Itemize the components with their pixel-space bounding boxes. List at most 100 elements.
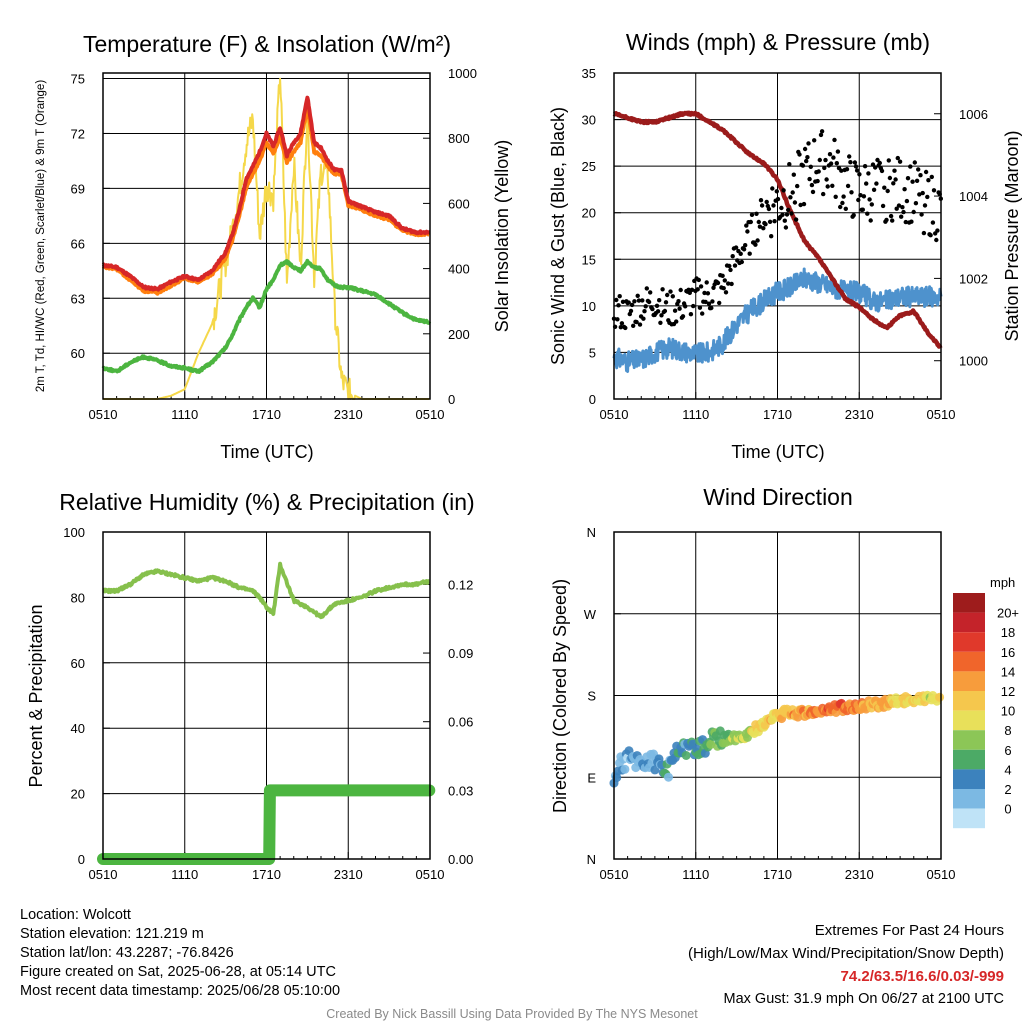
station-latlon: Station lat/lon: 43.2287; -76.8426: [20, 945, 234, 961]
colorbar-label: 20+: [997, 606, 1019, 621]
gust-point: [657, 298, 662, 303]
gust-point: [705, 291, 711, 296]
x-tick-label: 1110: [171, 407, 198, 422]
humidity-plot: 0510 1110 1710 2310 0510 0 20 40 60 80 100 0.00 0.03…: [63, 525, 473, 882]
colorbar-swatch: [953, 671, 985, 691]
gust-point: [706, 301, 712, 306]
gust-point: [650, 306, 655, 312]
gust-point: [832, 137, 837, 143]
gust-point: [845, 183, 851, 189]
gust-point: [702, 290, 707, 296]
gust-point: [880, 203, 886, 209]
gust-point: [636, 298, 642, 303]
gust-point: [648, 290, 653, 295]
y2-tick-label: 1004: [959, 189, 988, 204]
gust-point: [791, 172, 796, 177]
gust-point: [790, 190, 795, 195]
gust-point: [709, 305, 714, 311]
gust-point: [882, 185, 887, 190]
humidity-panel: Relative Humidity (%) & Precipitation (i…: [26, 489, 475, 882]
gust-point: [902, 187, 907, 192]
gust-point: [670, 294, 675, 299]
dewpoint-line: [101, 258, 432, 374]
y2-tick-label: 0.12: [448, 577, 473, 592]
gust-point: [900, 205, 905, 210]
gust-point: [769, 234, 774, 239]
colorbar-label: 12: [1001, 684, 1015, 699]
gust-point: [917, 192, 922, 197]
gust-point: [893, 177, 898, 182]
gust-point: [680, 314, 686, 319]
gust-point: [869, 202, 874, 207]
gust-point: [615, 317, 620, 322]
gust-point: [689, 287, 695, 292]
gust-point: [905, 176, 911, 181]
gust-point: [810, 189, 816, 195]
max-gust: Max Gust: 31.9 mph On 06/27 at 2100 UTC: [723, 991, 1004, 1007]
gust-point: [696, 277, 701, 283]
x-tick-label: 0510: [600, 867, 629, 882]
x-tick-label: 1110: [682, 407, 709, 422]
gust-point: [853, 164, 859, 169]
gust-point: [634, 319, 639, 325]
gust-point: [911, 209, 916, 215]
gust-point: [923, 169, 929, 175]
gust-point: [930, 220, 936, 225]
gust-point: [851, 213, 856, 218]
gust-point: [619, 321, 625, 326]
gust-point: [816, 169, 821, 174]
gust-point: [688, 312, 694, 317]
gust-point: [858, 193, 863, 198]
gust-point: [720, 273, 725, 278]
y-tick-label: N: [587, 525, 596, 540]
gust-point: [931, 188, 937, 193]
gust-point: [767, 219, 773, 224]
gust-point: [838, 204, 843, 210]
gust-point: [910, 179, 915, 184]
gust-point: [631, 323, 636, 328]
y-tick-label: S: [587, 689, 596, 704]
gust-point: [895, 155, 900, 161]
y-tick-label: 72: [71, 126, 85, 141]
y-tick-label: E: [587, 770, 596, 785]
gust-point: [856, 197, 861, 203]
pressure-line: [612, 110, 943, 349]
x-tick-label: 0510: [600, 407, 629, 422]
plot-frame: [102, 531, 431, 860]
gust-point: [710, 299, 715, 304]
station-location: Location: Wolcott: [20, 907, 131, 923]
gust-point: [754, 211, 759, 216]
y-tick-label: 15: [582, 252, 596, 267]
speed-colorbar: 20+ 18 16 14 12 10 8 6 4 2 0: [953, 593, 1019, 829]
gust-point: [807, 176, 812, 182]
colorbar-swatch: [953, 612, 985, 633]
x-tick-label: 0510: [927, 407, 956, 422]
x-tick-label: 0510: [416, 407, 445, 422]
x-tick-label: 2310: [845, 867, 874, 882]
gust-point: [868, 218, 873, 223]
gust-point: [629, 302, 635, 308]
gust-point: [672, 308, 678, 313]
gust-point: [857, 172, 862, 177]
x-tick-label: 0510: [89, 407, 118, 422]
colorbar-label: 6: [1004, 743, 1011, 758]
gust-point: [867, 197, 872, 202]
y-tick-label: 20: [71, 787, 85, 802]
gust-point: [620, 299, 626, 304]
gust-point: [918, 173, 923, 178]
colorbar-label: 14: [1001, 664, 1015, 679]
y2-tick-label: 1002: [959, 271, 988, 286]
gust-point: [793, 217, 799, 222]
extremes-legend: (High/Low/Max Wind/Precipitation/Snow De…: [688, 945, 1004, 962]
precipitation-line: [97, 784, 436, 865]
y2-tick-label: 800: [448, 131, 470, 146]
gust-point: [632, 299, 637, 304]
gust-point: [819, 129, 825, 134]
gust-point: [698, 284, 704, 289]
gust-point: [770, 186, 775, 191]
gust-point: [755, 238, 760, 243]
y2-tick-label: 1006: [959, 107, 988, 122]
gust-point: [815, 178, 820, 184]
gust-point: [782, 218, 787, 223]
